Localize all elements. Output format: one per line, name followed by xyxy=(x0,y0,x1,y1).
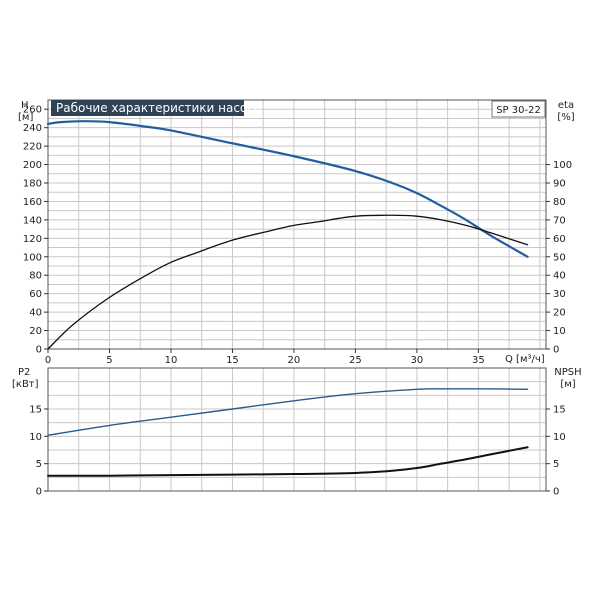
y-right-tick-label: 60 xyxy=(553,234,566,245)
bottom-grid xyxy=(48,368,546,491)
y-right-tick-label: 5 xyxy=(553,459,559,470)
bottom-left-ticks: 0 5 10 15 xyxy=(29,405,48,498)
top-series xyxy=(46,120,529,350)
y-left-tick-label: 0 xyxy=(36,345,42,356)
y-left-tick-label: 40 xyxy=(29,308,42,319)
x-tick-label: 0 xyxy=(45,355,51,366)
y-left-tick-label: 200 xyxy=(23,160,42,171)
y-right-tick-label: 70 xyxy=(553,215,566,226)
y-right-tick-label: 20 xyxy=(553,308,566,319)
y-left-tick-label: 140 xyxy=(23,215,42,226)
y-left-tick-label: 20 xyxy=(29,326,42,337)
top-right-ticks: 0 10 20 30 40 50 60 70 80 90 100 xyxy=(546,160,572,356)
y-right-axis-unit: [%] xyxy=(557,112,574,123)
y-right-tick-label: 15 xyxy=(553,405,566,416)
chart-title: Рабочие характеристики насоса xyxy=(56,101,261,115)
p2-axis-unit: [кВт] xyxy=(12,379,39,390)
x-tick-label: 20 xyxy=(288,355,301,366)
x-tick-label: 15 xyxy=(226,355,239,366)
y-right-tick-label: 10 xyxy=(553,432,566,443)
npsh-curve xyxy=(47,446,529,477)
chart-title-background xyxy=(51,100,244,116)
y-right-tick-label: 90 xyxy=(553,179,566,190)
y-left-tick-label: 15 xyxy=(29,405,42,416)
y-right-tick-label: 40 xyxy=(553,271,566,282)
npsh-axis-unit: [м] xyxy=(560,379,575,390)
eta-curve xyxy=(47,214,529,350)
bottom-series xyxy=(47,388,529,477)
y-left-tick-label: 10 xyxy=(29,432,42,443)
p2-curve xyxy=(47,388,529,436)
y-left-tick-label: 60 xyxy=(29,289,42,300)
y-right-axis-label: eta xyxy=(558,100,574,111)
head-curve xyxy=(46,120,529,258)
bottom-plot-frame xyxy=(47,367,547,492)
y-left-axis-unit: [м] xyxy=(18,112,33,123)
y-left-tick-label: 180 xyxy=(23,179,42,190)
top-grid xyxy=(48,100,546,349)
y-right-tick-label: 0 xyxy=(553,345,559,356)
x-tick-label: 10 xyxy=(165,355,178,366)
model-label-box xyxy=(491,100,546,118)
bottom-right-ticks: 0 5 10 15 xyxy=(546,405,566,498)
top-plot-frame xyxy=(47,99,547,350)
x-tick-label: 25 xyxy=(349,355,362,366)
y-right-tick-label: 30 xyxy=(553,289,566,300)
x-tick-label: 5 xyxy=(106,355,112,366)
y-right-tick-label: 80 xyxy=(553,197,566,208)
y-left-tick-label: 260 xyxy=(23,105,42,116)
top-left-ticks: 0 20 40 60 80 100 120 140 160 180 200 220 240 260 xyxy=(23,105,48,356)
npsh-axis-label: NPSH xyxy=(554,367,581,378)
y-left-tick-label: 160 xyxy=(23,197,42,208)
y-left-tick-label: 5 xyxy=(36,459,42,470)
x-tick-label: 30 xyxy=(411,355,424,366)
top-x-ticks: 0 5 10 15 20 25 30 35 xyxy=(45,349,485,366)
bottom-plot: 0 5 10 15 0 5 10 15 P2 [кВт] NPSH [м] xyxy=(12,367,582,498)
y-left-tick-label: 100 xyxy=(23,252,42,263)
top-plot: 0 5 10 15 20 25 30 35 0204060801001201401601802… xyxy=(18,99,575,366)
p2-axis-label: P2 xyxy=(18,367,30,378)
x-axis-label: Q [м³/ч] xyxy=(505,354,545,365)
y-right-tick-label: 10 xyxy=(553,326,566,337)
y-left-axis-label: H xyxy=(21,100,29,111)
y-right-tick-label: 50 xyxy=(553,252,566,263)
y-right-tick-label: 100 xyxy=(553,160,572,171)
x-tick-label: 35 xyxy=(472,355,485,366)
model-label: SP 30-22 xyxy=(496,105,541,116)
y-left-tick-label: 240 xyxy=(23,123,42,134)
y-left-tick-label: 80 xyxy=(29,271,42,282)
y-right-tick-label: 0 xyxy=(553,487,559,498)
y-left-tick-label: 120 xyxy=(23,234,42,245)
y-left-tick-label: 0 xyxy=(36,487,42,498)
y-left-tick-label: 220 xyxy=(23,142,42,153)
